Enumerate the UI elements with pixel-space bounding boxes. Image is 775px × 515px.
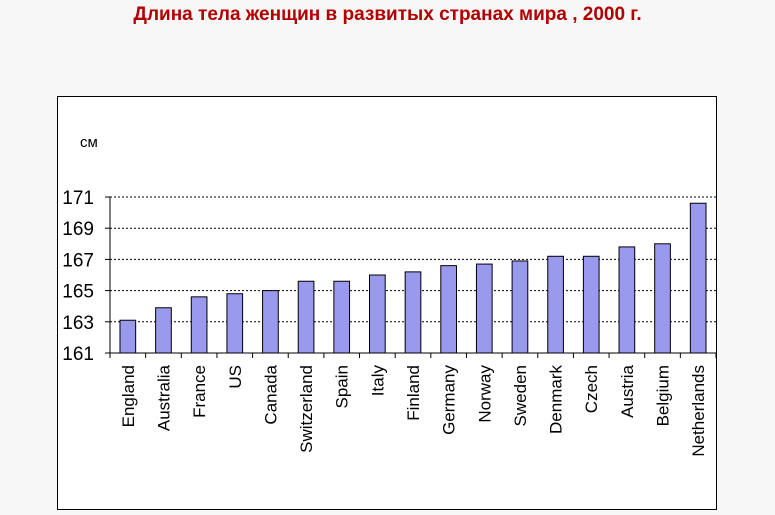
y-tick-label: 165 (62, 282, 94, 303)
gridlines (110, 196, 716, 323)
bar (404, 271, 422, 354)
category-label: Sweden (511, 365, 530, 426)
bar (369, 274, 386, 354)
y-tick-label: 169 (62, 219, 94, 240)
bar (475, 263, 493, 354)
category-label: Norway (475, 365, 494, 423)
category-label: Italy (368, 365, 387, 397)
axes (105, 196, 717, 358)
bar (689, 202, 707, 354)
category-label: Spain (333, 365, 352, 408)
bar (654, 243, 671, 354)
category-label: Canada (261, 364, 280, 424)
y-tick-label: 163 (62, 313, 94, 334)
bar (440, 265, 457, 354)
bar (582, 255, 600, 354)
bars (119, 202, 707, 354)
bar (155, 307, 172, 354)
bar (333, 280, 351, 354)
y-tick-labels: 161 163 165 167 169 171 (62, 188, 94, 365)
category-label: Netherlands (689, 365, 708, 457)
category-label: Germany (440, 365, 459, 435)
category-labels: England Australia France US Canada Switzerlan… (119, 364, 708, 456)
y-tick-label: 161 (62, 344, 94, 365)
category-label: Belgium (654, 365, 673, 426)
bar (119, 319, 137, 354)
category-label: France (190, 365, 209, 418)
category-label: Finland (404, 365, 423, 421)
category-label: Australia (154, 364, 173, 431)
bar (511, 260, 529, 354)
category-label: US (226, 365, 245, 389)
bar (190, 296, 208, 354)
category-label: Austria (618, 364, 637, 417)
bar (618, 246, 636, 354)
bar (547, 255, 564, 354)
category-label: Switzerland (297, 365, 316, 453)
chart-frame (57, 96, 717, 510)
category-label: England (119, 365, 138, 427)
y-tick-label: 171 (62, 188, 94, 209)
bar (226, 293, 244, 354)
y-unit-label: см (80, 134, 98, 151)
bar (262, 290, 279, 354)
y-tick-label: 167 (62, 250, 94, 271)
slide-title: Длина тела женщин в развитых странах мир… (133, 4, 642, 25)
category-label: Czech (582, 365, 601, 413)
category-label: Denmark (547, 365, 566, 434)
bar (297, 280, 315, 354)
